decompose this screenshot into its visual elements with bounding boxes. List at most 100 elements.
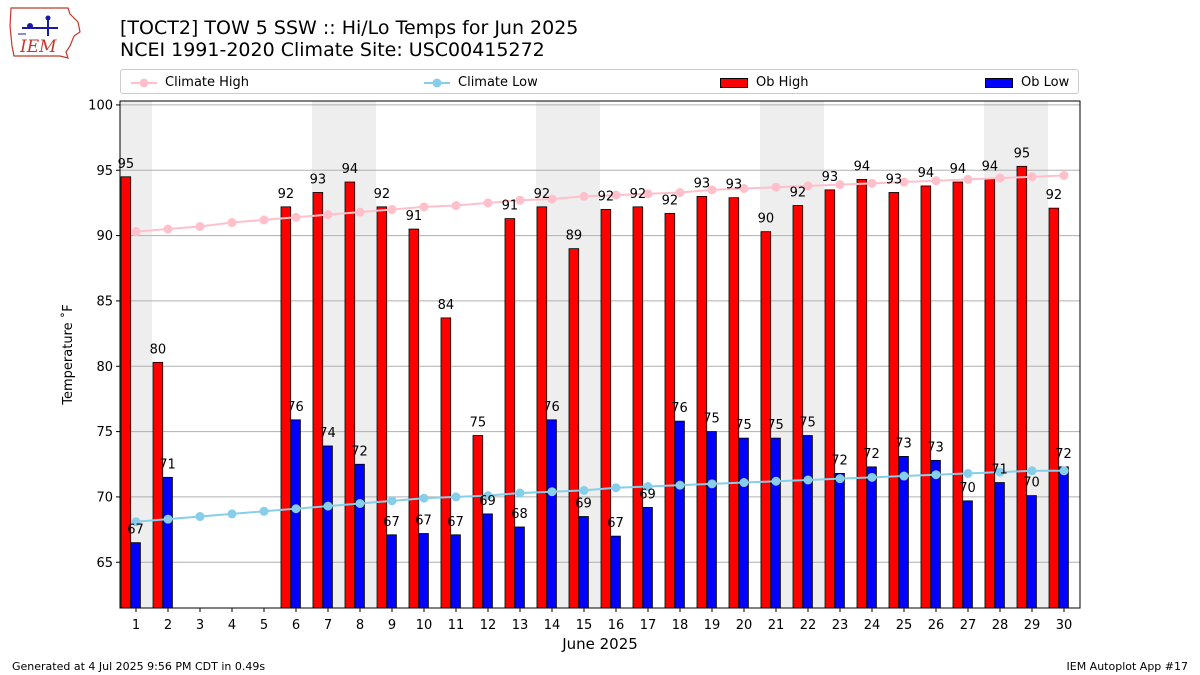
ob-high-bar [472,435,484,608]
ob-high-bar [664,212,676,608]
climate-high-point [323,210,333,220]
climate-low-point [867,472,877,482]
climate-high-point [515,195,525,205]
legend-ob-low-label: Ob Low [1021,75,1070,90]
ob-low-value-label: 67 [415,514,432,529]
ob-high-value-label: 93 [886,172,903,187]
x-tick-label: 16 [608,618,625,633]
ob-high-value-label: 92 [790,186,807,201]
climate-low-point [963,468,973,478]
axes-frame [119,100,1081,609]
climate-low-point [163,514,173,524]
climate-high-point [611,190,621,200]
climate-low-point [1027,466,1037,476]
climate-low-point [355,498,365,508]
climate-low-point [515,488,525,498]
ob-low-bar [322,445,333,608]
ob-high-bar [920,185,932,608]
legend-climate-high: Climate High [131,70,249,95]
ob-high-value-label: 94 [982,159,999,174]
climate-high-point [355,207,365,217]
ob-low-bar [162,476,173,608]
climate-high-point [163,224,173,234]
x-tick-label: 12 [480,618,497,633]
climate-low-point [739,478,749,488]
ob-low-value-label: 76 [671,401,688,416]
climate-low-point [579,485,589,495]
ob-low-value-label: 69 [575,497,592,512]
x-tick-label: 7 [324,618,332,633]
app-credit: IEM Autoplot App #17 [1066,660,1189,673]
x-tick-label: 8 [356,618,364,633]
ob-high-bar [792,205,804,608]
climate-low-point [387,496,397,506]
x-tick-label: 6 [292,618,300,633]
ob-high-bar [696,195,708,608]
ob-high-bar [408,228,420,608]
ob-low-value-label: 72 [1055,447,1072,462]
ob-low-value-label: 71 [991,463,1008,478]
climate-high-point [483,198,493,208]
ob-low-value-label: 72 [351,444,368,459]
ob-low-value-label: 75 [767,418,784,433]
climate-low-point [931,470,941,480]
x-tick-label: 18 [672,618,689,633]
x-tick-label: 11 [448,618,465,633]
climate-high-point [803,181,813,191]
climate-low-point [227,509,237,519]
x-tick-label: 19 [704,618,721,633]
ob-low-value-label: 73 [895,436,912,451]
ob-high-value-label: 89 [566,229,583,244]
iem-logo: IEM [9,7,81,59]
ob-high-value-label: 92 [534,187,551,202]
ob-low-bar [930,459,941,608]
ob-low-bar [674,420,685,608]
climate-low-point [707,479,717,489]
climate-high-point [451,201,461,211]
ob-low-bar [450,534,461,608]
ob-low-bar [354,463,365,608]
ob-low-value-label: 67 [127,523,144,538]
climate-high-point [291,212,301,222]
ob-high-value-label: 84 [438,298,455,313]
ob-low-value-label: 74 [319,426,336,441]
climate-high-point [579,191,589,201]
x-tick-label: 3 [196,618,204,633]
ob-high-value-label: 93 [310,172,327,187]
climate-high-point [131,227,141,237]
climate-low-point [291,504,301,514]
ob-low-bar [770,437,781,608]
ob-low-bar [1026,495,1037,608]
x-tick-label: 21 [768,618,785,633]
x-tick-label: 4 [228,618,236,633]
climate-low-point [995,467,1005,477]
x-tick-label: 2 [164,618,172,633]
ob-high-value-label: 91 [406,209,423,224]
climate-low-point [643,481,653,491]
climate-low-point [835,474,845,484]
ob-low-value-label: 71 [159,457,176,472]
ob-low-bar [610,535,621,608]
ob-low-value-label: 67 [383,515,400,530]
ob-low-value-label: 76 [543,400,560,415]
x-tick-label: 17 [640,618,657,633]
chart-title: [TOCT2] TOW 5 SSW :: Hi/Lo Temps for Jun… [120,17,579,39]
ob-low-bar [866,466,877,608]
x-tick-label: 28 [992,618,1009,633]
ob-high-value-label: 93 [822,170,839,185]
ob-low-bar [290,419,301,608]
ob-high-value-label: 93 [694,176,711,191]
ob-high-bar [760,231,772,608]
generated-timestamp: Generated at 4 Jul 2025 9:56 PM CDT in 0… [12,660,266,673]
x-tick-label: 15 [576,618,593,633]
ob-low-value-label: 76 [287,400,304,415]
x-tick-label: 10 [416,618,433,633]
ob-high-bar [120,176,132,608]
x-axis-label: June 2025 [561,635,638,653]
ob-high-value-label: 92 [1046,188,1063,203]
ob-low-value-label: 72 [831,453,848,468]
ob-low-bar [802,435,813,608]
ob-high-bar [1016,165,1028,608]
ob-high-value-label: 92 [374,187,391,202]
